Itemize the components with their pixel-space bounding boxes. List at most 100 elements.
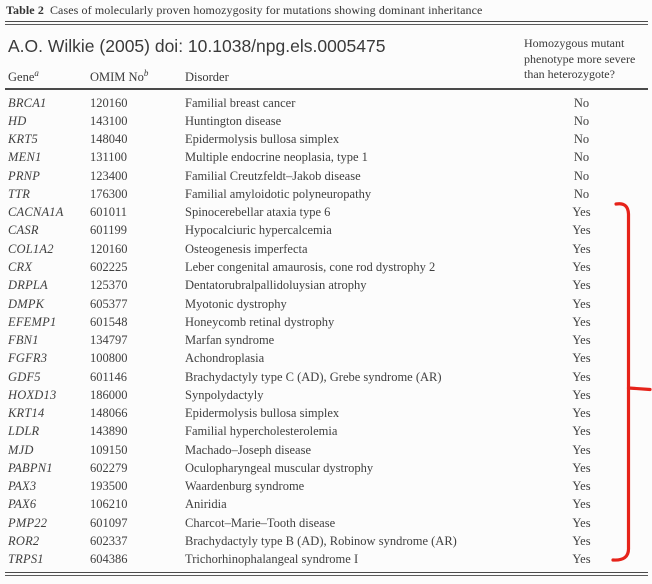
column-header-severe: Homozygous mutant phenotype more severe … [524, 36, 636, 81]
omim-cell: 601199 [90, 223, 128, 238]
omim-cell: 131100 [90, 150, 128, 165]
top-double-rule [5, 21, 648, 25]
omim-cell: 143100 [90, 113, 128, 128]
omim-cell: 602225 [90, 260, 128, 275]
table-body: BRCA1 120160 Familial breast cancer No H… [8, 94, 610, 569]
disorder-cell: Honeycomb retinal dystrophy [185, 314, 335, 329]
table-row: CRX 602225 Leber congenital amaurosis, c… [8, 258, 610, 276]
disorder-cell: Epidermolysis bullosa simplex [185, 406, 340, 421]
table-row: PAX6 106210 Aniridia Yes [8, 496, 610, 514]
table-row: MJD 109150 Machado–Joseph disease Yes [8, 441, 610, 459]
severe-cell: Yes [572, 406, 591, 421]
severe-cell: No [573, 168, 590, 183]
table-caption: Table 2 Cases of molecularly proven homoz… [6, 3, 646, 18]
omim-cell: 602337 [90, 534, 128, 548]
omim-cell: 601146 [90, 369, 128, 384]
omim-cell: 176300 [90, 186, 128, 201]
omim-cell: 134797 [90, 333, 128, 348]
gene-cell: PAX3 [8, 479, 37, 494]
severe-cell: Yes [572, 333, 591, 348]
omim-cell: 605377 [90, 296, 128, 311]
severe-cell: No [573, 95, 590, 110]
severe-cell: Yes [572, 497, 591, 512]
table-row: HD 143100 Huntington disease No [8, 112, 610, 130]
gene-cell: CASR [8, 223, 39, 238]
table-row: DRPLA 125370 Dentatorubralpallidoluysian… [8, 277, 610, 295]
disorder-cell: Brachydactyly type C (AD), Grebe syndrom… [185, 369, 442, 384]
table-row: EFEMP1 601548 Honeycomb retinal dystroph… [8, 313, 610, 331]
disorder-cell: Marfan syndrome [185, 333, 275, 348]
table-row: ROR2 602337 Brachydactyly type B (AD), R… [8, 532, 610, 550]
gene-cell: PMP22 [8, 515, 48, 530]
table-row: TTR 176300 Familial amyloidotic polyneur… [8, 185, 610, 203]
omim-cell: 601548 [90, 314, 128, 329]
gene-cell: FGFR3 [8, 351, 48, 366]
gene-cell: CACNA1A [8, 205, 64, 220]
table-row: CASR 601199 Hypocalciuric hypercalcemia … [8, 222, 610, 240]
severe-cell: Yes [572, 515, 591, 530]
omim-cell: 106210 [90, 497, 128, 512]
disorder-cell: Leber congenital amaurosis, cone rod dys… [185, 260, 436, 275]
disorder-cell: Achondroplasia [185, 351, 265, 366]
table-row: MEN1 131100 Multiple endocrine neoplasia… [8, 149, 610, 167]
gene-cell: GDF5 [8, 369, 41, 384]
severe-cell: Yes [572, 369, 591, 384]
severe-cell: No [573, 186, 590, 201]
severe-cell: Yes [572, 296, 591, 311]
disorder-cell: Huntington disease [185, 113, 282, 128]
severe-cell: Yes [572, 442, 591, 457]
table-row: GDF5 601146 Brachydactyly type C (AD), G… [8, 368, 610, 386]
omim-cell: 601097 [90, 515, 128, 530]
disorder-cell: Machado–Joseph disease [185, 442, 312, 457]
severe-cell: Yes [572, 278, 591, 293]
disorder-cell: Charcot–Marie–Tooth disease [185, 515, 336, 530]
table-row: COL1A2 120160 Osteogenesis imperfecta Ye… [8, 240, 610, 258]
severe-cell: Yes [572, 460, 591, 475]
omim-cell: 193500 [90, 479, 128, 494]
gene-cell: MJD [8, 442, 34, 457]
disorder-cell: Multiple endocrine neoplasia, type 1 [185, 150, 368, 165]
severe-cell: No [573, 132, 590, 147]
column-header-omim-label: OMIM No [90, 70, 144, 84]
gene-cell: FBN1 [8, 333, 39, 348]
omim-cell: 120160 [90, 95, 128, 110]
column-header-gene-label: Gene [8, 70, 35, 84]
gene-cell: ROR2 [8, 534, 40, 548]
disorder-cell: Familial breast cancer [185, 95, 296, 110]
omim-cell: 604386 [90, 552, 128, 567]
table-caption-text: Cases of molecularly proven homozygosity… [49, 3, 483, 17]
red-bracket-middle-tick [626, 386, 652, 392]
omim-cell: 186000 [90, 387, 128, 402]
footnote-marker-b: b [143, 67, 149, 78]
table-row: PABPN1 602279 Oculopharyngeal muscular d… [8, 459, 610, 477]
disorder-cell: Hypocalciuric hypercalcemia [185, 223, 332, 238]
disorder-cell: Waardenburg syndrome [185, 479, 305, 494]
gene-cell: BRCA1 [8, 95, 47, 110]
table-row: KRT5 148040 Epidermolysis bullosa simple… [8, 131, 610, 149]
severe-cell: Yes [572, 351, 591, 366]
source-citation: A.O. Wilkie (2005) doi: 10.1038/npg.els.… [8, 36, 386, 56]
gene-cell: HOXD13 [8, 387, 57, 402]
severe-cell: Yes [572, 424, 591, 439]
severe-cell: Yes [572, 241, 591, 256]
omim-cell: 143890 [90, 424, 128, 439]
disorder-cell: Synpolydactyly [185, 387, 264, 402]
severe-cell: Yes [572, 223, 591, 238]
gene-cell: TRPS1 [8, 552, 44, 567]
severe-cell: Yes [572, 387, 591, 402]
disorder-cell: Trichorhinophalangeal syndrome I [185, 552, 359, 567]
gene-cell: KRT14 [8, 406, 45, 421]
omim-cell: 100800 [90, 351, 128, 366]
disorder-cell: Oculopharyngeal muscular dystrophy [185, 460, 374, 475]
disorder-cell: Myotonic dystrophy [185, 296, 287, 311]
bottom-double-rule [5, 572, 648, 576]
severe-cell: Yes [572, 260, 591, 275]
disorder-cell: Dentatorubralpallidoluysian atrophy [185, 278, 367, 293]
severe-cell: Yes [572, 479, 591, 494]
severe-cell: No [573, 113, 590, 128]
omim-cell: 148040 [90, 132, 128, 147]
header-rule [5, 88, 648, 90]
table-row: HOXD13 186000 Synpolydactyly Yes [8, 386, 610, 404]
table-row: LDLR 143890 Familial hypercholesterolemi… [8, 423, 610, 441]
